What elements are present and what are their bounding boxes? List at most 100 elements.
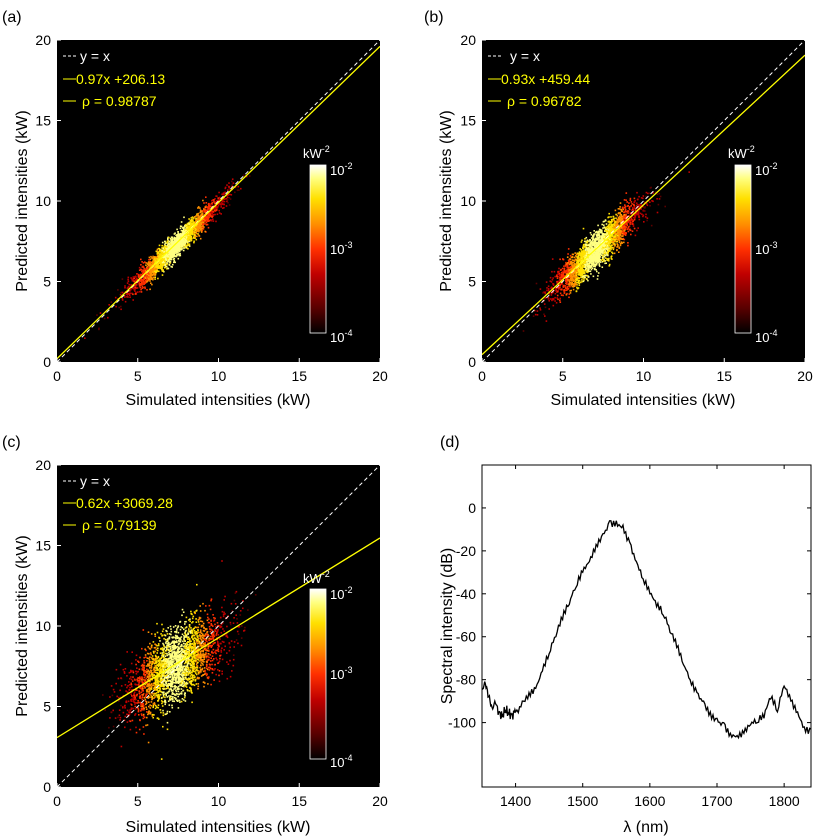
density-point bbox=[644, 210, 646, 212]
density-point bbox=[147, 262, 149, 264]
density-point bbox=[213, 209, 216, 212]
density-point bbox=[624, 234, 627, 236]
density-point bbox=[556, 277, 559, 279]
density-point bbox=[147, 274, 150, 277]
density-point bbox=[190, 218, 193, 221]
density-point bbox=[220, 213, 222, 215]
density-point bbox=[563, 270, 565, 272]
density-point bbox=[201, 227, 203, 230]
density-point bbox=[150, 277, 152, 280]
density-point bbox=[164, 242, 167, 244]
density-point bbox=[205, 202, 208, 204]
density-point bbox=[543, 303, 546, 305]
density-point bbox=[580, 256, 582, 258]
density-point bbox=[603, 254, 606, 256]
density-point bbox=[206, 215, 209, 218]
density-point bbox=[583, 240, 586, 243]
density-point bbox=[154, 257, 156, 260]
density-point bbox=[193, 230, 195, 233]
density-point bbox=[178, 235, 180, 237]
density-point bbox=[183, 239, 185, 242]
density-point bbox=[142, 266, 145, 269]
density-point bbox=[567, 262, 569, 264]
density-point bbox=[568, 284, 571, 286]
density-point bbox=[598, 256, 601, 259]
density-point bbox=[550, 286, 553, 289]
density-point bbox=[571, 278, 573, 280]
density-point bbox=[216, 206, 219, 209]
density-point bbox=[551, 298, 553, 300]
density-point bbox=[585, 236, 588, 239]
density-point bbox=[152, 263, 155, 265]
density-point bbox=[624, 205, 627, 208]
density-point bbox=[624, 214, 627, 216]
density-point bbox=[618, 251, 620, 253]
density-point bbox=[162, 253, 165, 255]
density-point bbox=[594, 259, 596, 262]
density-point bbox=[576, 278, 578, 281]
density-point bbox=[157, 277, 159, 280]
density-point bbox=[207, 217, 209, 220]
density-point bbox=[581, 269, 584, 272]
density-point bbox=[208, 204, 211, 207]
density-point bbox=[594, 256, 596, 258]
density-point bbox=[161, 250, 164, 252]
density-point bbox=[157, 247, 160, 250]
density-point bbox=[228, 193, 231, 196]
density-point bbox=[633, 219, 636, 221]
density-point bbox=[559, 258, 561, 261]
density-point bbox=[613, 235, 616, 237]
density-point bbox=[161, 251, 164, 254]
density-point bbox=[612, 247, 615, 249]
density-point bbox=[585, 244, 587, 247]
density-point bbox=[573, 266, 575, 269]
density-point bbox=[607, 249, 609, 251]
density-point bbox=[602, 227, 604, 229]
density-point bbox=[168, 240, 171, 243]
density-point bbox=[223, 193, 225, 196]
density-point bbox=[232, 182, 235, 184]
density-point bbox=[535, 282, 538, 285]
density-point bbox=[603, 251, 605, 253]
density-point bbox=[624, 204, 626, 206]
density-point bbox=[585, 254, 588, 256]
density-point bbox=[203, 226, 205, 228]
density-point bbox=[166, 258, 169, 261]
density-point bbox=[196, 229, 199, 232]
density-point bbox=[231, 180, 233, 183]
density-point bbox=[205, 216, 208, 218]
x-tick-label: 20 bbox=[372, 368, 388, 384]
density-point bbox=[599, 246, 601, 249]
density-point bbox=[121, 278, 124, 280]
density-point bbox=[606, 259, 608, 261]
density-point bbox=[149, 264, 152, 267]
density-point bbox=[130, 284, 132, 286]
density-point bbox=[164, 259, 166, 261]
density-point bbox=[595, 242, 597, 245]
density-point bbox=[161, 244, 163, 247]
density-point bbox=[115, 305, 117, 308]
density-point bbox=[568, 269, 570, 271]
density-point bbox=[522, 330, 525, 332]
density-point bbox=[630, 205, 632, 207]
density-point bbox=[120, 305, 122, 308]
density-point bbox=[140, 264, 142, 266]
density-point bbox=[630, 216, 633, 219]
density-point bbox=[178, 236, 180, 238]
density-point bbox=[217, 197, 219, 199]
density-point bbox=[151, 276, 153, 279]
density-point bbox=[156, 265, 158, 267]
density-point bbox=[153, 272, 155, 275]
density-point bbox=[141, 273, 144, 275]
density-point bbox=[566, 263, 569, 265]
density-point bbox=[600, 238, 602, 241]
density-point bbox=[224, 187, 227, 190]
density-point bbox=[176, 254, 178, 256]
density-point bbox=[554, 275, 556, 278]
density-point bbox=[605, 241, 608, 243]
density-point bbox=[624, 207, 626, 209]
density-point bbox=[570, 256, 573, 259]
density-point bbox=[624, 232, 627, 234]
density-point bbox=[181, 239, 184, 241]
density-point bbox=[142, 278, 144, 281]
